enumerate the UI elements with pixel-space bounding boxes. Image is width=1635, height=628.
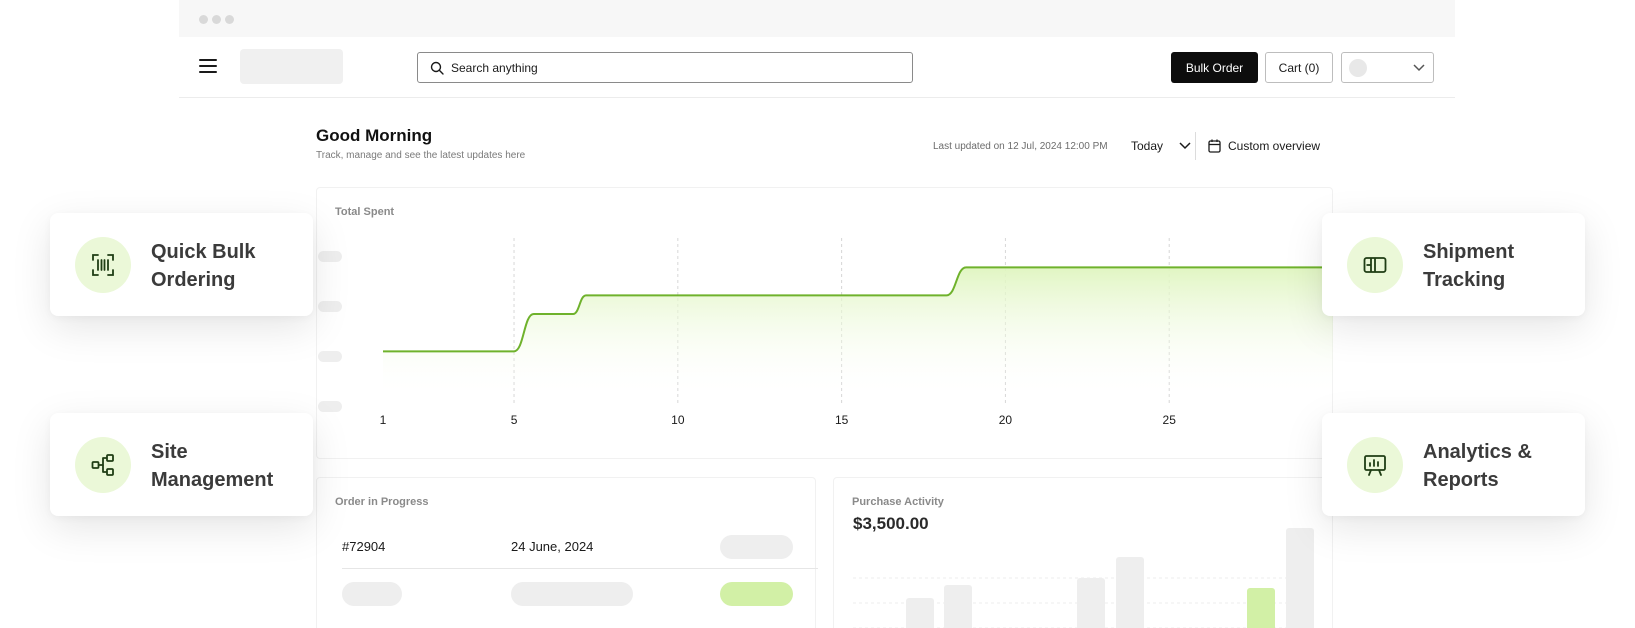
order-id[interactable]: #72904 [342,539,386,554]
activity-bar-highlight [1247,588,1275,628]
window-dot [225,15,234,24]
orders-in-progress-card: Order in Progress #72904 24 June, 2024 [316,477,818,628]
row-divider [342,568,818,569]
page-title: Good Morning [316,126,433,145]
logo-placeholder[interactable] [240,49,343,84]
feature-label: Site Management [151,441,274,491]
feature-card-shipment-tracking[interactable]: Shipment Tracking [1322,213,1585,316]
custom-overview-button[interactable]: Custom overview [1228,139,1321,153]
purchase-activity-card: Purchase Activity $3,500.00 [833,477,1333,628]
orders-title: Order in Progress [335,496,429,508]
top-header: Bulk Order Cart (0) [179,37,1455,98]
activity-bar [1116,557,1144,628]
feature-icon-circle [75,237,131,293]
cart-button[interactable]: Cart (0) [1265,52,1333,83]
order-id-placeholder [342,582,402,606]
period-select[interactable]: Today [1131,139,1164,153]
y-axis-placeholder [318,301,342,312]
feature-label: Analytics & Reports [1423,441,1532,491]
divider [1195,132,1196,160]
y-axis-placeholder [318,251,342,262]
x-tick-label: 1 [380,413,387,427]
search-icon [430,61,444,75]
feature-icon-circle [75,437,131,493]
chevron-down-icon[interactable] [1179,142,1191,150]
purchase-amount: $3,500.00 [853,514,929,533]
activity-bar [944,585,972,628]
last-updated-text: Last updated on 12 Jul, 2024 12:00 PM [933,141,1108,152]
feature-label: Shipment Tracking [1423,241,1515,291]
chart-title: Total Spent [335,206,395,218]
activity-bar [1077,578,1105,628]
feature-label: Quick Bulk Ordering [151,241,256,291]
search-bar[interactable] [417,52,913,83]
feature-icon-circle [1347,237,1403,293]
shipment-box-icon [1363,257,1387,273]
x-tick-label: 25 [1163,413,1177,427]
calendar-icon[interactable] [1208,139,1221,153]
barcode-scan-icon [92,254,114,276]
feature-card-quick-bulk-ordering[interactable]: Quick Bulk Ordering [50,213,313,316]
purchase-activity-chart [853,528,1314,628]
window-dot [199,15,208,24]
feature-card-analytics-reports[interactable]: Analytics & Reports [1322,413,1585,516]
total-spent-area [383,267,1333,398]
page-subtitle: Track, manage and see the latest updates… [316,150,526,161]
activity-bar [906,598,934,628]
x-tick-label: 5 [511,413,518,427]
x-tick-label: 10 [671,413,685,427]
hierarchy-icon [91,454,114,476]
activity-bar [1286,528,1314,628]
total-spent-card: Total Spent 1 5 10 15 20 25 [316,187,1333,459]
feature-card-site-management[interactable]: Site Management [50,413,313,516]
bulk-order-button[interactable]: Bulk Order [1171,52,1258,83]
y-axis-placeholder [318,351,342,362]
search-input[interactable] [451,59,891,77]
window-dot [212,15,221,24]
chevron-down-icon [1413,64,1425,72]
feature-icon-circle [1347,437,1403,493]
status-badge [720,535,793,559]
total-spent-chart: 1 5 10 15 20 25 [318,238,1333,427]
order-date-placeholder [511,582,633,606]
status-badge [720,582,793,606]
menu-icon[interactable] [199,59,217,73]
account-dropdown[interactable] [1341,52,1434,83]
window-titlebar [179,0,1455,37]
analytics-board-icon [1364,455,1386,476]
total-spent-line [383,266,1333,353]
avatar [1349,59,1367,77]
purchase-title: Purchase Activity [852,496,944,508]
browser-window: Bulk Order Cart (0) Good Morning Track, … [179,0,1455,628]
order-date: 24 June, 2024 [511,539,594,554]
x-tick-label: 20 [999,413,1013,427]
x-tick-label: 15 [835,413,849,427]
y-axis-placeholder [318,401,342,412]
